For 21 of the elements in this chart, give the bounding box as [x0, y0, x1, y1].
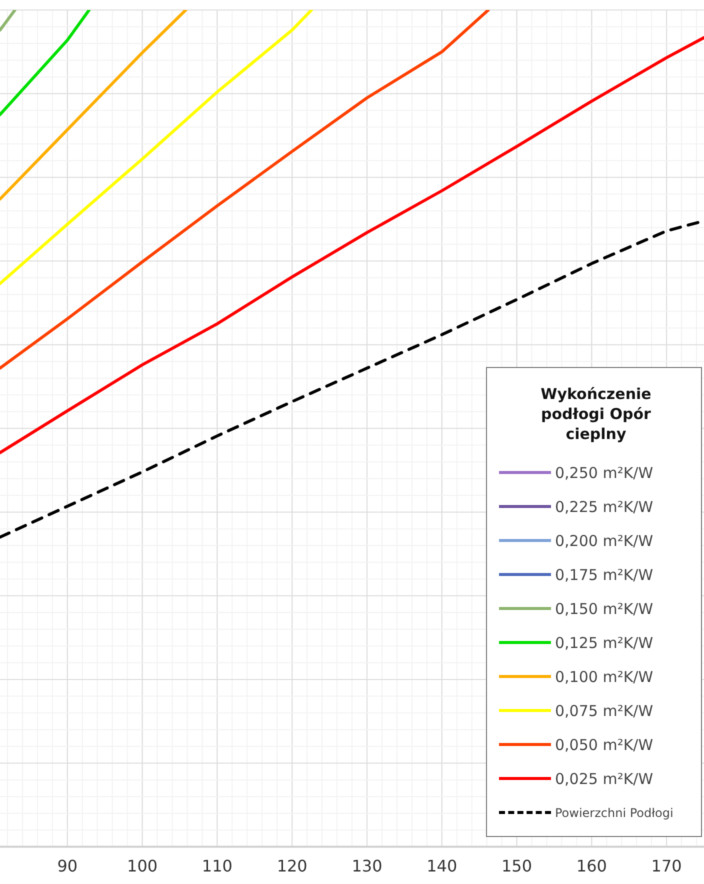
legend-label: Powierzchni Podłogi — [555, 806, 674, 820]
x-tick-label: 160 — [576, 856, 607, 876]
legend-label: 0,075 m²K/W — [555, 702, 654, 720]
x-tick-label: 100 — [127, 856, 158, 876]
x-tick-label: 170 — [651, 856, 682, 876]
x-tick-label: 140 — [426, 856, 458, 876]
legend-label: 0,200 m²K/W — [555, 532, 654, 550]
legend-label: 0,125 m²K/W — [555, 634, 654, 652]
legend-label: 0,175 m²K/W — [555, 566, 654, 584]
x-tick-label: 150 — [501, 856, 532, 876]
legend-label: 0,250 m²K/W — [555, 464, 654, 482]
legend-label: 0,225 m²K/W — [555, 498, 654, 516]
x-tick-label: 110 — [202, 856, 232, 876]
legend-title: Wykończenie podłogi Opór cieplny — [540, 384, 652, 444]
legend-label: 0,025 m²K/W — [555, 770, 654, 788]
x-tick-label: 130 — [352, 856, 382, 876]
legend-label: 0,150 m²K/W — [555, 600, 654, 618]
x-tick-label: 90 — [57, 856, 78, 876]
legend-label: 0,050 m²K/W — [555, 736, 654, 754]
x-tick-label: 120 — [276, 856, 308, 876]
legend-label: 0,100 m²K/W — [555, 668, 654, 686]
